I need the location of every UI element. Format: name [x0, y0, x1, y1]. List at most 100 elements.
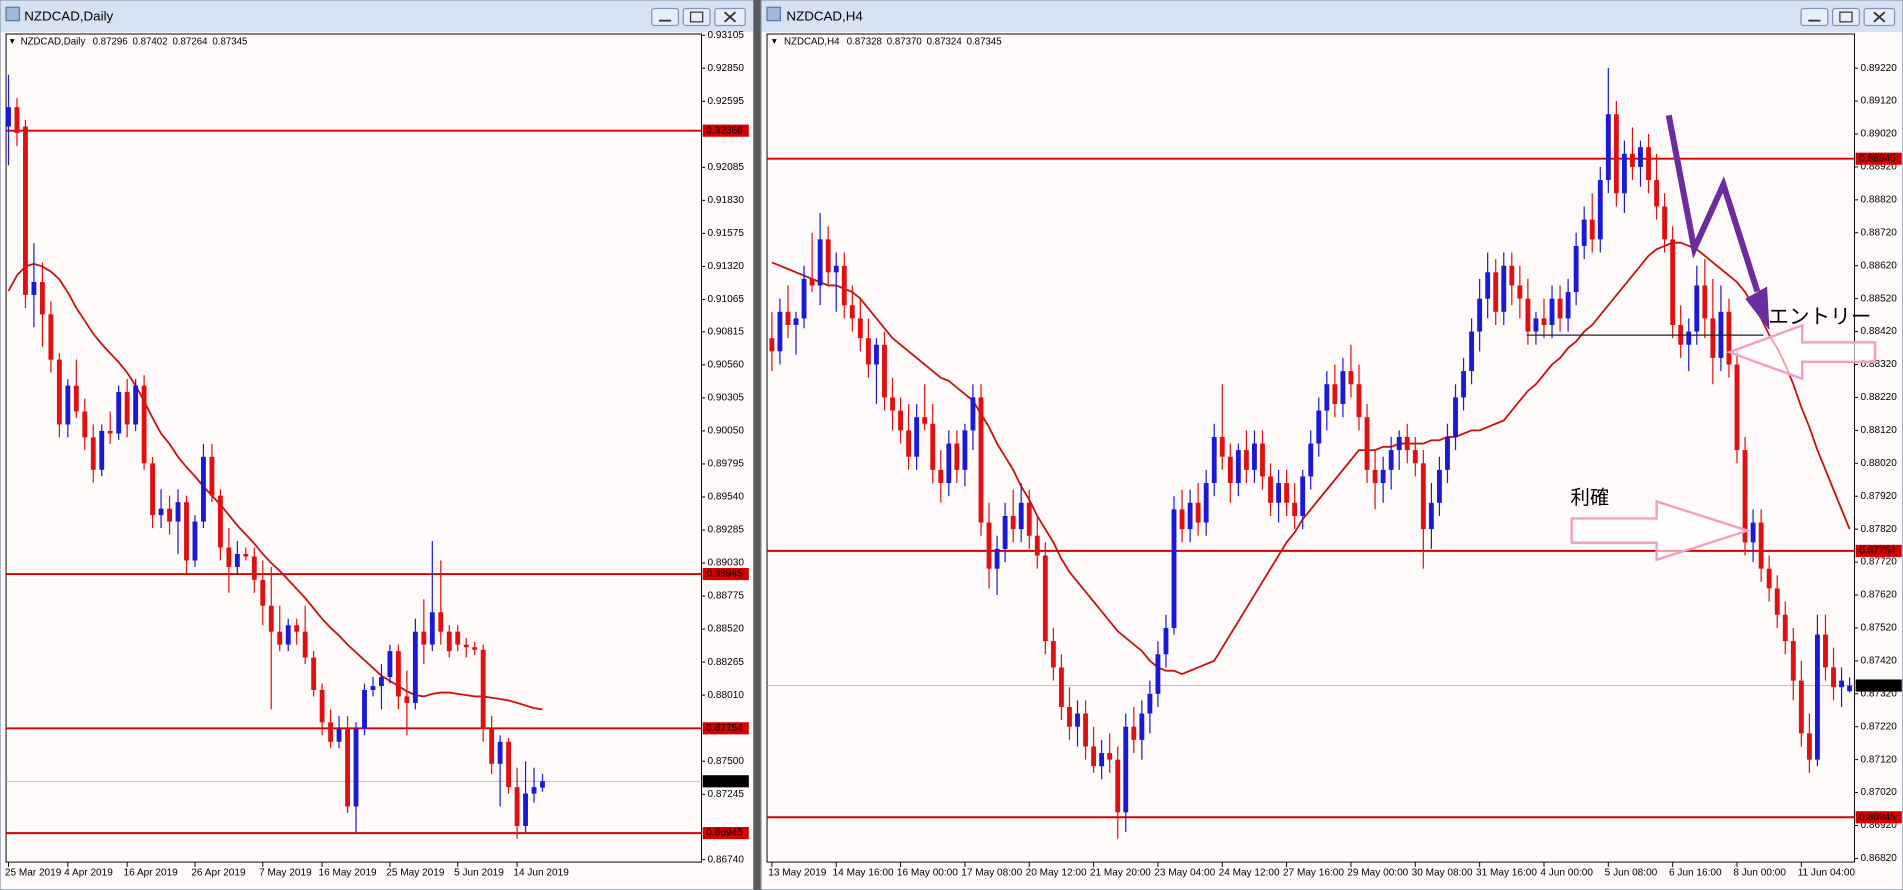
candle-body	[39, 281, 45, 315]
x-tick-label: 5 Jun 08:00	[1605, 868, 1658, 879]
candle-body	[23, 126, 28, 295]
candle-body	[1420, 463, 1426, 530]
candle-body	[1662, 206, 1668, 240]
entry-label: エントリー	[1768, 306, 1871, 329]
moving-average	[7, 262, 543, 711]
candle-body	[1493, 272, 1499, 312]
candle-body	[201, 456, 206, 522]
candle-body	[1115, 759, 1121, 813]
candle-body	[1026, 502, 1032, 536]
x-tick-label: 27 May 16:00	[1283, 868, 1344, 879]
candle-body	[865, 338, 871, 365]
candle-body	[1268, 476, 1273, 503]
candle-body	[1002, 515, 1008, 549]
candle-body	[311, 657, 317, 690]
level-label-bg	[1855, 544, 1902, 557]
candle-body	[1324, 384, 1330, 411]
y-tick-label: 0.89285	[708, 525, 745, 536]
candle-body	[107, 430, 113, 434]
candle-body	[531, 787, 537, 794]
candle-body	[387, 651, 393, 678]
candle-body	[1485, 272, 1491, 299]
x-tick-label: 4 Apr 2019	[64, 868, 113, 879]
title-bar[interactable]	[0, 0, 754, 33]
candle-body	[294, 625, 300, 632]
y-tick-label: 0.88775	[708, 591, 745, 602]
chart-symbol: NZDCAD,H4	[784, 36, 840, 47]
y-tick-label: 0.88920	[1861, 162, 1898, 173]
candle-body	[1630, 153, 1635, 167]
candle-body	[506, 741, 512, 788]
y-tick-label: 0.87220	[1861, 721, 1898, 732]
y-tick-label: 0.91830	[708, 195, 745, 206]
y-tick-label: 0.87020	[1861, 787, 1898, 798]
candle-body	[1847, 685, 1853, 692]
close-glyph	[723, 11, 737, 23]
window-icon	[766, 6, 781, 22]
candle-body	[302, 631, 308, 658]
minimize-button[interactable]	[651, 7, 680, 27]
y-tick-label: 0.89120	[1861, 96, 1898, 107]
candle-body	[1790, 641, 1796, 681]
candle-body	[1042, 555, 1048, 642]
candle-body	[1573, 245, 1579, 293]
candle-body	[1766, 568, 1772, 589]
candle-body	[379, 677, 384, 687]
maximize-button[interactable]	[682, 7, 711, 27]
take-profit-label: 利確	[1570, 487, 1609, 509]
minimize-button[interactable]	[1800, 7, 1829, 27]
close-glyph	[1873, 11, 1886, 23]
y-tick-label: 0.87920	[1861, 491, 1898, 502]
candle-body	[946, 443, 952, 484]
candle-body	[472, 647, 478, 650]
window-title: NZDCAD,Daily	[24, 9, 113, 24]
candle-body	[345, 728, 350, 807]
candle-body	[1501, 265, 1507, 312]
candle-body	[395, 651, 401, 697]
candle-body	[404, 696, 410, 703]
candle-body	[1300, 476, 1306, 516]
candle-body	[1469, 331, 1475, 372]
candle-body	[1646, 147, 1651, 181]
y-tick-label: 0.87520	[1861, 623, 1898, 634]
candle-body	[1686, 331, 1692, 345]
y-tick-label: 0.92850	[708, 63, 745, 74]
level-label-bg	[702, 124, 749, 137]
candle-body	[1316, 410, 1322, 444]
x-tick-label: 7 May 2019	[259, 868, 312, 879]
x-tick-label: 17 May 08:00	[961, 868, 1022, 879]
y-tick-label: 0.86920	[1861, 820, 1898, 831]
entry-arrow	[1725, 323, 1877, 381]
x-tick-label: 16 Apr 2019	[124, 868, 179, 879]
header-value: 0.87324	[927, 36, 963, 47]
candle-body	[1670, 239, 1676, 325]
candle-body	[209, 456, 215, 496]
y-tick-label: 0.90560	[708, 360, 745, 371]
candle-body	[1252, 443, 1257, 470]
y-tick-label: 0.90305	[708, 393, 745, 404]
candle-body	[1050, 641, 1056, 668]
candle-body	[1195, 502, 1201, 523]
maximize-button[interactable]	[1832, 7, 1860, 27]
candle-body	[73, 385, 79, 412]
header-value: 0.87345	[967, 36, 1002, 47]
y-tick-label: 0.88020	[1861, 458, 1898, 469]
y-tick-label: 0.88520	[1861, 293, 1898, 304]
candle-body	[1340, 371, 1346, 405]
candle-body	[1292, 502, 1298, 516]
candle-body	[1131, 726, 1137, 740]
candle-body	[1227, 456, 1233, 484]
candle-body	[1445, 436, 1450, 470]
candle-body	[192, 521, 198, 561]
candle-body	[429, 612, 435, 645]
y-tick-label: 0.88820	[1861, 195, 1898, 206]
header-value: 0.87328	[847, 36, 882, 47]
y-tick-label: 0.88220	[1861, 392, 1898, 403]
candle-body	[1461, 371, 1466, 398]
title-bar[interactable]	[761, 0, 1903, 33]
level-label: 0.86945	[706, 828, 743, 839]
candle-body	[141, 385, 147, 464]
candle-body	[438, 612, 444, 632]
candle-body	[1083, 713, 1088, 747]
